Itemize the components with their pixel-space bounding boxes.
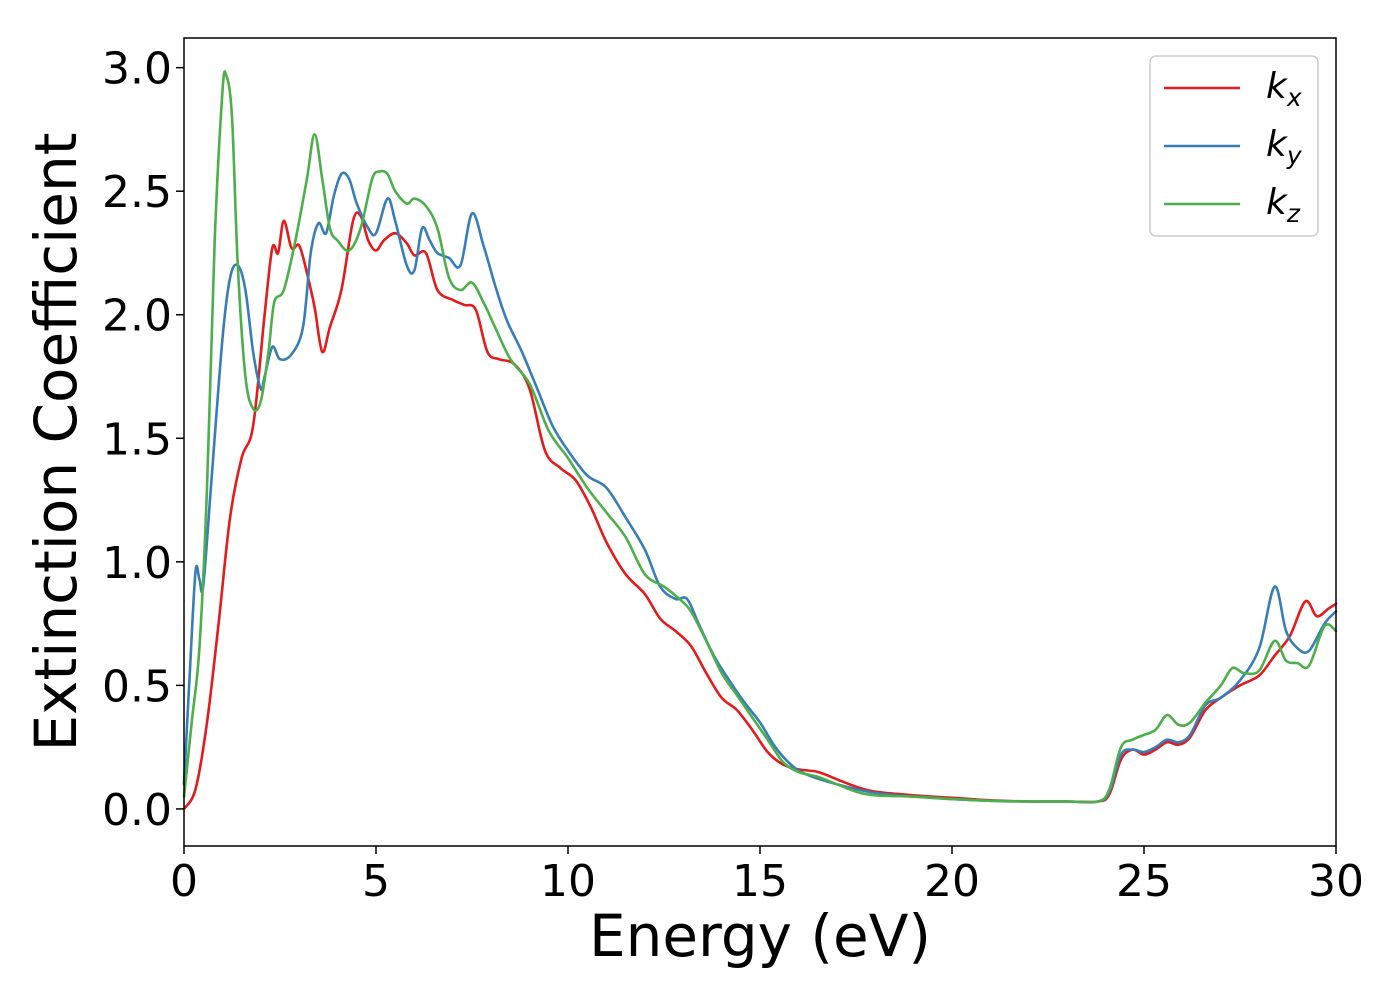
y-tick-label: 3.0: [102, 44, 172, 95]
x-tick-label: 10: [540, 856, 596, 907]
x-axis-label: Energy (eV): [589, 902, 931, 970]
plot-lines: [182, 70, 1338, 811]
legend-label-kz: kz: [1266, 182, 1301, 228]
x-tick-label: 30: [1308, 856, 1364, 907]
y-tick-label: 2.5: [102, 167, 172, 218]
legend-entries: kx ky kz: [1164, 66, 1303, 228]
x-tick-label: 15: [732, 856, 788, 907]
y-axis-ticks: 0.0 0.5 1.0 1.5 2.0 2.5 3.0: [102, 44, 184, 836]
x-tick-label: 0: [170, 856, 198, 907]
x-tick-label: 20: [924, 856, 980, 907]
y-tick-label: 0.5: [102, 661, 172, 712]
y-tick-label: 1.5: [102, 414, 172, 465]
y-tick-label: 2.0: [102, 291, 172, 342]
series-line-ky: [182, 171, 1338, 804]
x-axis-ticks: 0 5 10 15 20 25 30: [170, 846, 1364, 907]
legend: kx ky kz: [1149, 55, 1319, 237]
series-line-kx: [182, 211, 1338, 811]
legend-label-kx: kx: [1266, 66, 1302, 112]
series-line-kz: [182, 70, 1338, 804]
x-tick-label: 25: [1116, 856, 1172, 907]
y-tick-label: 1.0: [102, 538, 172, 589]
legend-label-ky: ky: [1266, 124, 1303, 170]
x-tick-label: 5: [362, 856, 390, 907]
y-axis-label: Extinction Coefficient: [22, 133, 90, 752]
y-tick-label: 0.0: [102, 785, 172, 836]
